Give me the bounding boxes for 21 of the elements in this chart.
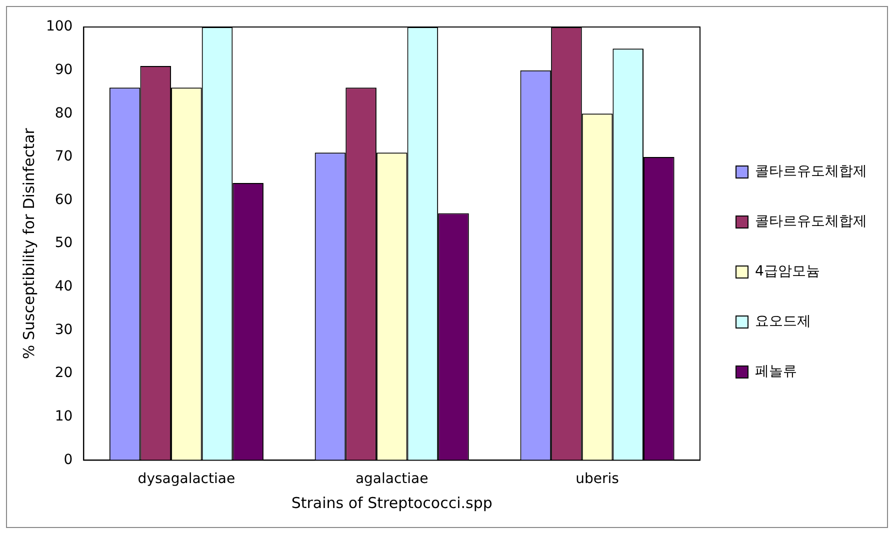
y-tick-label: 30 [54, 322, 73, 338]
legend-label: 콜타르유도체합제 [755, 164, 867, 180]
x-tick-label: dysagalactiae [138, 471, 236, 488]
legend-label: 콜타르유도체합제 [755, 214, 867, 230]
y-tick-label: 50 [54, 235, 73, 252]
y-tick-label: 90 [54, 62, 73, 78]
y-tick-label: 60 [54, 192, 73, 208]
y-tick-label: 70 [54, 148, 73, 165]
legend-label: 페놀류 [755, 364, 797, 380]
y-tick-label: 20 [54, 365, 73, 382]
y-tick-label: 80 [54, 105, 73, 122]
legend-label: 4급암모늄 [755, 264, 820, 280]
x-tick-label: uberis [576, 471, 619, 488]
x-axis-title: Strains of Streptococci.spp [291, 494, 492, 512]
legend-label: 요오드제 [755, 314, 811, 330]
x-tick-label: agalactiae [355, 471, 428, 488]
y-tick-label: 40 [54, 278, 73, 295]
y-tick-label: 0 [64, 452, 73, 468]
y-tick-label: 10 [54, 408, 73, 425]
y-tick-label: 100 [46, 18, 73, 35]
y-axis-title: % Susceptibility for Disinfectar [20, 127, 38, 360]
